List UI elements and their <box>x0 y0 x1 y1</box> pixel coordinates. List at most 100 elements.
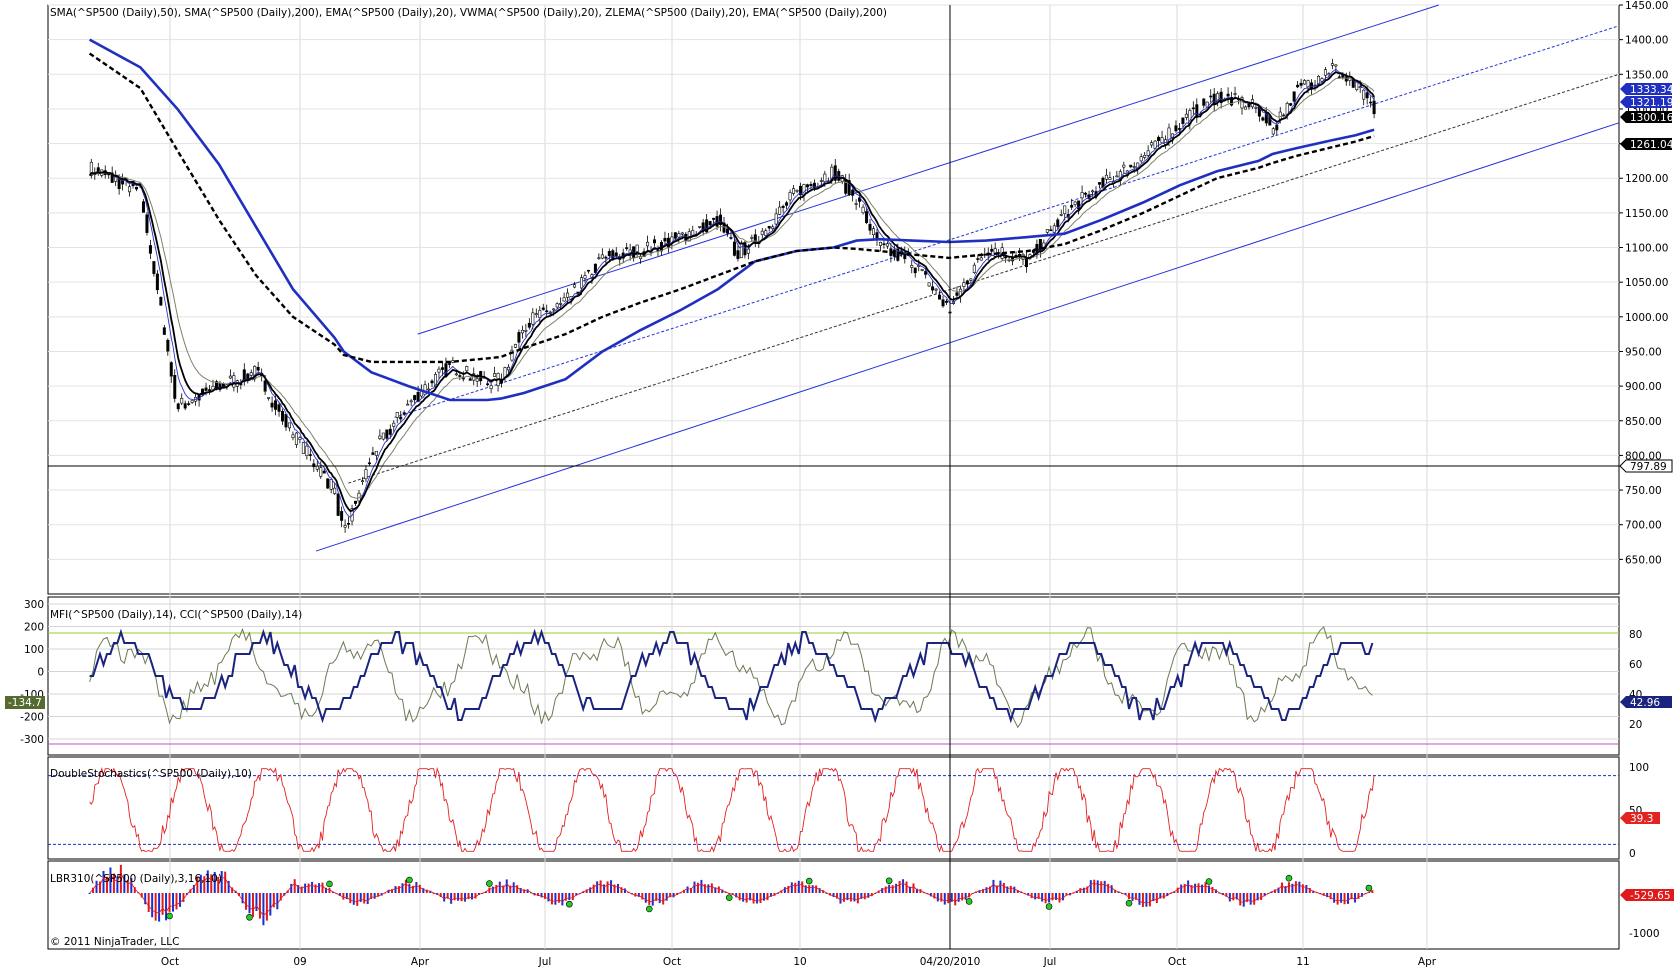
lbr-bar <box>954 893 957 906</box>
x-tick-label: Jul <box>538 956 552 968</box>
candle-body <box>579 277 583 289</box>
candle-body <box>913 267 917 274</box>
candle-body <box>249 372 253 376</box>
lbr-bar <box>1232 893 1235 901</box>
lbr-bar <box>1204 882 1207 893</box>
y-tick-label: 650.00 <box>1625 554 1662 566</box>
candle-body <box>1292 91 1296 102</box>
y-tick-label: 950.00 <box>1625 346 1662 358</box>
candle-body <box>882 243 886 246</box>
candle-body <box>983 253 987 256</box>
candle-body <box>1320 78 1324 82</box>
y-tick-label: 750.00 <box>1625 485 1662 497</box>
candle-body <box>204 387 208 391</box>
lbr-bar <box>575 893 578 896</box>
candle-body <box>1306 80 1310 89</box>
lbr-bar <box>265 893 268 921</box>
candle-body <box>1139 156 1143 162</box>
zlema20-line <box>89 68 1375 518</box>
candle-body <box>1077 200 1081 210</box>
candle-body <box>705 219 709 233</box>
lbr-bar <box>140 893 143 898</box>
candle-body <box>819 180 823 182</box>
candle-body <box>110 172 114 183</box>
lbr-bar <box>537 893 540 897</box>
candle-body <box>586 269 590 272</box>
lbr-bar <box>1263 893 1266 897</box>
lbr-bar <box>474 893 477 899</box>
lbr-bar <box>1114 889 1117 893</box>
y-tick-label: 1450.00 <box>1625 0 1668 12</box>
y-tick-label: 850.00 <box>1625 416 1662 428</box>
lbr-bar <box>248 893 251 914</box>
lbr-bar <box>957 893 960 902</box>
lbr-bar <box>373 893 376 899</box>
lbr-bar <box>759 893 762 903</box>
lbr-bar <box>1298 881 1301 893</box>
lbr-bar <box>220 871 223 893</box>
lbr-bar <box>92 887 95 893</box>
candle-body <box>294 432 298 445</box>
candle-body <box>1202 98 1206 106</box>
lbr-bar <box>637 893 640 897</box>
candle-body <box>96 167 100 172</box>
candle-body <box>729 237 733 239</box>
lbr-bar <box>634 893 637 897</box>
candle-body <box>406 403 410 406</box>
lbr-bar <box>338 893 341 897</box>
candle-body <box>625 247 629 249</box>
lbr-bar <box>116 876 119 893</box>
lbr-bar <box>564 893 567 901</box>
y-tick-label: 700.00 <box>1625 520 1662 532</box>
lbr-bar <box>377 893 380 897</box>
candle-body <box>402 412 406 415</box>
lbr-bar <box>1201 884 1204 893</box>
lbr-bar <box>1326 893 1329 898</box>
lbr-bar <box>206 870 209 893</box>
candle-body <box>732 241 736 256</box>
lbr-bar <box>1086 886 1089 893</box>
stoch-panel-title: DoubleStochastics(^SP500 (Daily),10) <box>50 768 252 780</box>
candle-body <box>281 411 285 422</box>
candle-body <box>176 403 180 410</box>
lbr-signal-dot <box>725 894 733 901</box>
lbr-bar <box>450 893 453 904</box>
lbr-bar <box>464 893 467 902</box>
lbr-bar <box>470 893 473 900</box>
candle-body <box>945 300 949 303</box>
lbr-bar <box>199 874 202 893</box>
candle-body <box>1212 93 1216 105</box>
candle-body <box>1365 92 1369 99</box>
candle-body <box>1334 64 1338 67</box>
cci-value-box <box>5 696 45 709</box>
lbr-bar <box>1030 893 1033 899</box>
x-tick-label: 04/20/2010 <box>920 956 981 968</box>
lbr-bar <box>665 893 668 901</box>
y-tick-label: 1000.00 <box>1625 312 1668 324</box>
candle-body <box>851 189 855 196</box>
price-panel-frame <box>47 4 1620 595</box>
candle-body <box>371 452 375 455</box>
lbr-bar <box>238 893 241 897</box>
lbr-bar <box>686 886 689 893</box>
lbr-bar <box>297 885 300 893</box>
lbr-bar <box>422 888 425 893</box>
lbr-bar <box>401 883 404 893</box>
lbr-bar <box>498 881 501 893</box>
lbr-bar <box>443 893 446 902</box>
lbr-bar <box>255 893 258 912</box>
lbr-bar <box>561 893 564 906</box>
lbr-bar <box>780 890 783 893</box>
lbr-bar <box>203 876 206 893</box>
lbr-value-box <box>1620 889 1674 901</box>
lbr-bar <box>1280 882 1283 893</box>
candle-body <box>228 375 232 379</box>
candle-body <box>1233 93 1237 95</box>
lbr-bar <box>1360 893 1363 897</box>
candle-body <box>924 271 928 275</box>
candle-body <box>712 217 716 220</box>
candle-body <box>767 225 771 229</box>
candle-body <box>208 389 212 391</box>
lbr-bar <box>968 893 971 898</box>
